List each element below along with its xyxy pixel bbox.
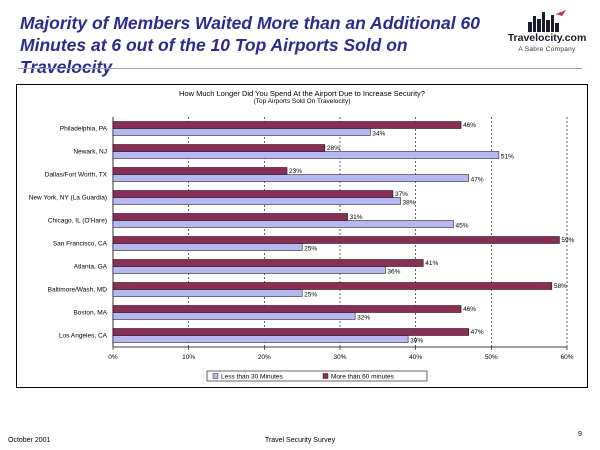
footer-date: October 2001 [8, 437, 51, 444]
category-label: San Francisco, CA [53, 241, 108, 248]
bar-less-than-30 [112, 243, 303, 251]
bar-less-than-30 [112, 174, 469, 182]
bar-value-label: 34% [372, 131, 385, 138]
bar-value-label: 47% [471, 329, 484, 336]
bar-less-than-30 [112, 197, 401, 205]
logo-tagline: A Sabre Company [518, 46, 576, 53]
bar-value-label: 45% [456, 223, 469, 230]
bar-value-label: 39% [410, 338, 423, 345]
bar-value-label: 38% [403, 200, 416, 207]
footer-survey-name: Travel Security Survey [264, 437, 336, 444]
bar-value-label: 58% [554, 283, 567, 290]
bar-value-label: 25% [304, 292, 317, 299]
category-label: Los Angeles, CA [59, 333, 108, 340]
bar-value-label: 36% [387, 269, 400, 276]
bar-value-label: 31% [350, 214, 363, 221]
bar-more-than-60 [112, 144, 326, 152]
bar-less-than-30 [112, 312, 356, 320]
x-tick-label: 30% [333, 354, 346, 361]
bar-value-label: 59% [561, 237, 574, 244]
category-label: Atlanta, GA [74, 264, 108, 271]
category-label: New York, NY (La Guardia) [29, 195, 107, 202]
skyline-icon [528, 10, 566, 32]
x-tick-label: 50% [485, 354, 498, 361]
bar-less-than-30 [112, 335, 409, 343]
bar-more-than-60 [112, 190, 394, 198]
category-label: Dallas/Fort Worth, TX [45, 172, 108, 179]
bar-value-label: 28% [327, 145, 340, 152]
category-label: Baltimore/Wash, MD [48, 287, 108, 294]
x-tick-label: 10% [182, 354, 195, 361]
chart-title: How Much Longer Did You Spend At the Air… [179, 89, 425, 98]
bar-value-label: 46% [463, 306, 476, 313]
x-tick-label: 0% [108, 354, 118, 361]
bar-less-than-30 [112, 151, 500, 159]
bar-more-than-60 [112, 328, 469, 336]
bar-more-than-60 [112, 121, 462, 129]
legend-swatch-more-than-60 [322, 373, 329, 379]
category-label: Chicago, IL (O'Hare) [48, 218, 107, 225]
legend-box [206, 370, 428, 382]
legend-label: Less than 30 Minutes [221, 374, 284, 381]
bar-less-than-30 [112, 266, 386, 274]
slide-title: Majority of Members Waited More than an … [20, 13, 480, 77]
bar-less-than-30 [112, 289, 303, 297]
bar-value-label: 51% [501, 154, 514, 161]
bar-more-than-60 [112, 282, 553, 290]
chart-subtitle: (Top Airports Sold On Travelocity) [253, 98, 351, 105]
bar-more-than-60 [112, 259, 424, 267]
category-label: Boston, MA [73, 310, 107, 317]
chart-frame: How Much Longer Did You Spend At the Air… [16, 84, 588, 388]
bar-value-label: 37% [395, 191, 408, 198]
bar-value-label: 23% [289, 168, 302, 175]
travelocity-logo: Travelocity.com A Sabre Company [506, 8, 588, 60]
bar-more-than-60 [112, 213, 348, 221]
title-divider [18, 68, 582, 69]
category-label: Newark, NJ [73, 149, 107, 156]
bar-value-label: 46% [463, 122, 476, 129]
x-tick-label: 60% [560, 354, 573, 361]
page-number: 9 [578, 431, 582, 438]
bar-value-label: 32% [357, 315, 370, 322]
legend-label: More than 60 minutes [331, 374, 395, 381]
bar-value-label: 25% [304, 246, 317, 253]
bar-more-than-60 [112, 167, 288, 175]
legend-swatch-less-than-30 [212, 373, 219, 379]
category-label: Philadelphia, PA [60, 126, 108, 133]
bar-less-than-30 [112, 220, 454, 228]
bar-less-than-30 [112, 128, 371, 136]
bar-more-than-60 [112, 236, 560, 244]
bar-more-than-60 [112, 305, 462, 313]
bar-value-label: 47% [471, 177, 484, 184]
x-tick-label: 20% [258, 354, 271, 361]
bar-chart: 0% 10% 20% 30% 40% 50% 60% Philadelphia, PA 46% 3… [29, 117, 575, 382]
x-tick-label: 40% [409, 354, 422, 361]
logo-brand-text: Travelocity.com [507, 32, 587, 44]
bar-value-label: 41% [425, 260, 438, 267]
